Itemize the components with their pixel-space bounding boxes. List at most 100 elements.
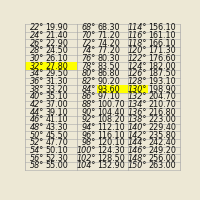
Text: 223.00: 223.00 xyxy=(148,115,176,124)
Text: 128.50: 128.50 xyxy=(97,154,125,163)
Text: 27.80: 27.80 xyxy=(45,62,68,71)
Text: 42°: 42° xyxy=(30,100,44,109)
Text: 44°: 44° xyxy=(30,108,44,117)
Text: 82°: 82° xyxy=(82,77,96,86)
Text: 150°: 150° xyxy=(128,161,147,170)
Text: 52.30: 52.30 xyxy=(45,154,68,163)
Text: 29.50: 29.50 xyxy=(45,69,68,78)
Text: 124.30: 124.30 xyxy=(97,146,125,155)
Text: 132.90: 132.90 xyxy=(97,161,125,170)
Text: 112.10: 112.10 xyxy=(97,123,125,132)
Text: 92°: 92° xyxy=(82,115,96,124)
Text: 38°: 38° xyxy=(30,85,44,94)
Text: 132°: 132° xyxy=(128,92,147,101)
Text: 19.90: 19.90 xyxy=(45,23,68,32)
Text: 86°: 86° xyxy=(82,92,96,101)
Text: 70°: 70° xyxy=(82,31,96,40)
Text: 128°: 128° xyxy=(128,77,147,86)
Text: 90.20: 90.20 xyxy=(97,77,120,86)
Text: 90°: 90° xyxy=(82,108,96,117)
Text: 166.10: 166.10 xyxy=(148,39,176,48)
Text: 46°: 46° xyxy=(30,115,44,124)
Text: 229.40: 229.40 xyxy=(148,123,176,132)
Text: 35.10: 35.10 xyxy=(45,92,68,101)
Text: 39.10: 39.10 xyxy=(45,108,68,117)
Text: 41.10: 41.10 xyxy=(45,115,68,124)
Text: 100°: 100° xyxy=(77,146,96,155)
Text: 84°: 84° xyxy=(82,85,96,94)
Text: 148°: 148° xyxy=(128,154,147,163)
Text: 182.00: 182.00 xyxy=(148,62,176,71)
Text: 171.30: 171.30 xyxy=(148,46,176,55)
Text: 120.10: 120.10 xyxy=(97,138,125,147)
Text: 55.00: 55.00 xyxy=(45,161,68,170)
Text: 24.50: 24.50 xyxy=(45,46,68,55)
Text: 235.80: 235.80 xyxy=(148,131,176,140)
Text: 74.20: 74.20 xyxy=(97,39,120,48)
Text: 161.10: 161.10 xyxy=(148,31,176,40)
Text: 30°: 30° xyxy=(30,54,44,63)
Bar xyxy=(25,62,45,70)
Text: 56°: 56° xyxy=(30,154,44,163)
Text: 94°: 94° xyxy=(82,123,96,132)
Text: 263.00: 263.00 xyxy=(148,161,176,170)
Text: 22.90: 22.90 xyxy=(45,39,68,48)
Text: 74°: 74° xyxy=(82,46,96,55)
Text: 136°: 136° xyxy=(128,108,147,117)
Text: 83.50: 83.50 xyxy=(97,62,120,71)
Text: 97.10: 97.10 xyxy=(97,92,120,101)
Text: 114°: 114° xyxy=(128,23,147,32)
Text: 216.80: 216.80 xyxy=(148,108,176,117)
Text: 242.40: 242.40 xyxy=(148,138,176,147)
Text: 210.70: 210.70 xyxy=(148,100,176,109)
Bar xyxy=(45,62,77,70)
Text: 26°: 26° xyxy=(30,39,44,48)
Text: 33.20: 33.20 xyxy=(45,85,68,94)
Text: 48°: 48° xyxy=(30,123,44,132)
Text: 76°: 76° xyxy=(82,54,96,63)
Text: 86.80: 86.80 xyxy=(97,69,120,78)
Text: 120°: 120° xyxy=(128,46,147,55)
Text: 130°: 130° xyxy=(128,85,147,94)
Text: 68.30: 68.30 xyxy=(97,23,120,32)
Text: 256.00: 256.00 xyxy=(148,154,176,163)
Text: 22°: 22° xyxy=(30,23,44,32)
Text: 116.10: 116.10 xyxy=(97,131,125,140)
Text: 47.70: 47.70 xyxy=(45,138,68,147)
Text: 58°: 58° xyxy=(30,161,44,170)
Text: 198.90: 198.90 xyxy=(148,85,176,94)
Text: 140°: 140° xyxy=(128,123,147,132)
Text: 122°: 122° xyxy=(128,54,147,63)
Text: 31.30: 31.30 xyxy=(45,77,68,86)
Text: 100.70: 100.70 xyxy=(97,100,125,109)
Text: 146°: 146° xyxy=(128,146,147,155)
Text: 104°: 104° xyxy=(77,161,96,170)
Text: 142°: 142° xyxy=(128,131,147,140)
Text: 24°: 24° xyxy=(30,31,44,40)
Text: 204.70: 204.70 xyxy=(148,92,176,101)
Text: 144°: 144° xyxy=(128,138,147,147)
Text: 52°: 52° xyxy=(30,138,44,147)
Text: 134°: 134° xyxy=(128,100,147,109)
Text: 118°: 118° xyxy=(128,39,147,48)
Text: 28°: 28° xyxy=(30,46,44,55)
Text: 36°: 36° xyxy=(30,77,44,86)
Text: 40°: 40° xyxy=(30,92,44,101)
Text: 77.20: 77.20 xyxy=(97,46,120,55)
Text: 71.20: 71.20 xyxy=(97,31,120,40)
Text: 78°: 78° xyxy=(82,62,96,71)
Text: 50°: 50° xyxy=(30,131,44,140)
Text: 34°: 34° xyxy=(30,69,44,78)
Text: 26.10: 26.10 xyxy=(45,54,68,63)
Text: 187.50: 187.50 xyxy=(148,69,176,78)
Text: 108.20: 108.20 xyxy=(97,115,125,124)
Text: 72°: 72° xyxy=(82,39,96,48)
Text: 32°: 32° xyxy=(30,62,44,71)
Text: 50.10: 50.10 xyxy=(45,146,68,155)
Text: 124°: 124° xyxy=(128,62,147,71)
Text: 80°: 80° xyxy=(82,69,96,78)
Text: 104.40: 104.40 xyxy=(97,108,125,117)
Text: 138°: 138° xyxy=(128,115,147,124)
Text: 93.60: 93.60 xyxy=(97,85,120,94)
Text: 116°: 116° xyxy=(128,31,147,40)
